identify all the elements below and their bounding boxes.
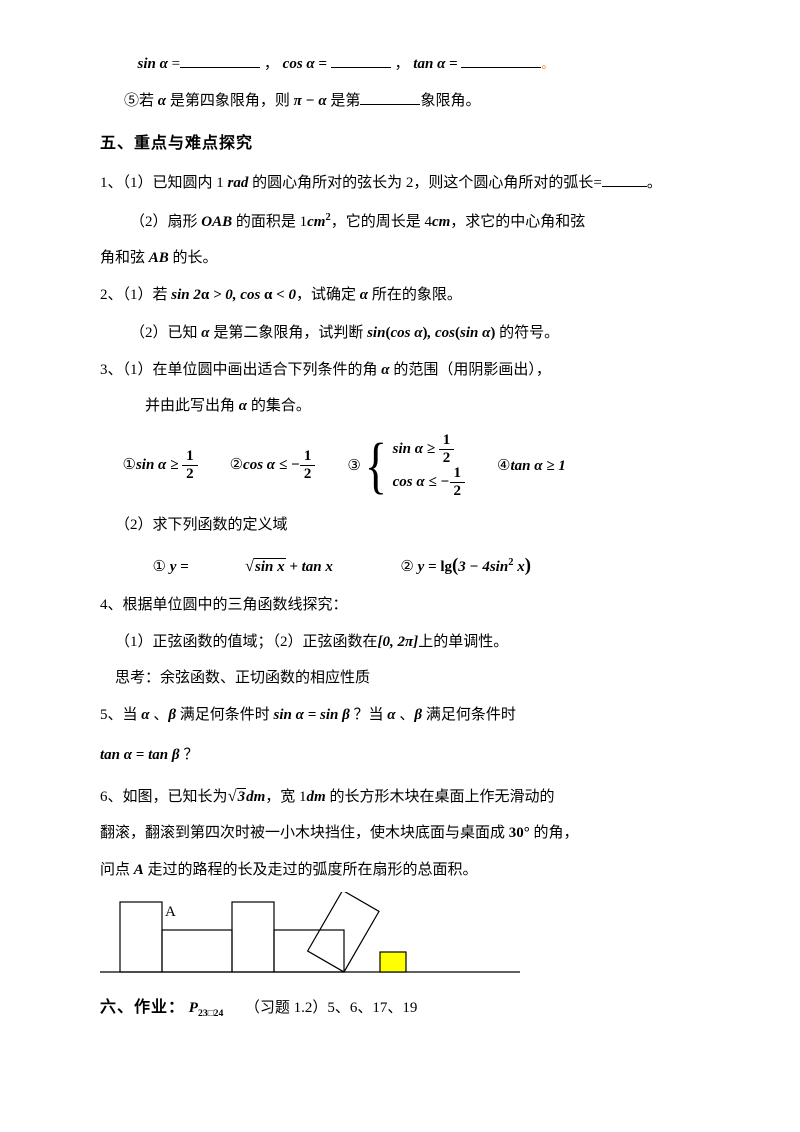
opt2: ②cos α ≤ −12 [230,449,316,482]
alpha-2: α [306,56,314,72]
section6-line: 六、作业： P23□24 （习题 1.2）5、6、17、19 [100,993,700,1024]
p1-line2: （2）扇形 OAB 的面积是 1cm2，它的周长是 4cm，求它的中心角和弦 [100,208,700,237]
p4-c: 思考：余弦函数、正切函数的相应性质 [100,664,700,693]
p2-alpha: α [360,287,368,303]
blank-sin [180,53,260,68]
ptA: A [134,862,144,878]
frac-half-1: 12 [182,449,198,482]
p3-line2: 并由此写出角 α 的集合。 [100,392,700,421]
rolling-block-diagram: A [100,892,700,989]
oab: OAB [201,214,232,230]
homework-text: （习题 1.2）5、6、17、19 [245,1000,418,1016]
interval-0-2pi: [0, 2π] [378,634,419,650]
text-q4a: 是第四象限角，则 [170,93,290,109]
p6-line2: 翻滚，翻滚到第四次时被一小木块挡住，使木块底面与桌面成 30° 的角， [100,819,700,848]
eq-2: = [318,56,327,72]
p6-line1: 6、如图，已知长为√3dm，宽 1dm 的长方形木块在桌面上作无滑动的 [100,780,700,812]
p2-line1: 2、（1）若 sin 2α > 0, cos α < 0，试确定 α 所在的象限… [100,281,700,310]
sqrt3dm: √3dm [228,789,266,805]
text-q4c: 象限角。 [420,93,480,109]
p3b: 的范围（用阴影画出）， [390,362,551,378]
orange-dot: 。 [541,57,553,71]
p1h: 的长。 [169,250,218,266]
pi-minus-alpha: π − α [294,93,327,109]
p2-line2: （2）已知 α 是第二象限角，试判断 sin(cos α), cos(sin α… [100,319,700,348]
p1-text-b: 的圆心角所对的弦长为 2，则这个圆心角所对的弧长= [248,175,601,191]
p6-line3: 问点 A 走过的路程的长及走过的弧度所在扇形的总面积。 [100,856,700,885]
cm-unit: cm [432,214,450,230]
p5-line: 5、当 α 、β 满足何条件时 sin α = sin β ？当 α 、β 满足… [100,701,700,730]
p2e: 是第二象限角，试判断 [210,325,368,341]
p6e: 的角， [530,825,579,841]
p3-alpha2: α [239,398,247,414]
ab: AB [149,250,169,266]
p3d: 的集合。 [247,398,311,414]
cos-label: cos [283,56,303,72]
top-trig-line: sin α = ， cos α = ， tan α = 。 [100,50,700,79]
p1e: 的面积是 1 [232,214,307,230]
eq-3: = [449,56,458,72]
p2-expr2: sin(cos α), cos(sin α) [367,325,495,341]
text-q4b: 是第 [330,93,360,109]
opt4: ④tan α ≥ 1 [497,452,566,481]
angle30: 30° [509,825,530,841]
blank-quadrant [360,90,420,105]
p6c: 的长方形木块在桌面上作无滑动的 [326,789,555,805]
blank-tan [461,53,541,68]
tan-label: tan [413,56,433,72]
alpha-1: α [160,56,168,72]
p2c: 所在的象限。 [368,287,462,303]
eq-1: = [172,56,180,72]
cm2-unit: cm2 [307,214,331,230]
p4-intro: 4、根据单位圆中的三角函数线探究： [100,591,700,620]
opt1: ①sin α ≥ 12 [123,449,198,482]
blank-arc [602,172,647,187]
blank-cos [331,53,391,68]
p2b: ，试确定 [296,287,360,303]
p1g: ，求它的中心角和弦 [450,214,585,230]
p4b: 上的单调性。 [418,634,508,650]
p1-line1: 1、（1）已知圆内 1 rad 的圆心角所对的弦长为 2，则这个圆心角所对的弧长… [100,169,700,198]
homework-p: P23□24 [189,1000,224,1016]
p1-period: 。 [647,175,662,191]
p5-line2: tan α = tan β ？ [100,741,700,770]
opt3: ③ { sin α ≥ 12 cos α ≤ −12 [347,433,465,499]
marker-5: ⑤若 [124,93,154,109]
p3-alpha: α [381,362,389,378]
p6g: 走过的路程的长及走过的弧度所在扇形的总面积。 [144,862,478,878]
p3-options: ①sin α ≥ 12 ②cos α ≤ −12 ③ { sin α ≥ 12 … [123,433,701,499]
section-5-header: 五、重点与难点探究 [100,129,700,159]
comma-2: ， [395,56,410,72]
alpha-q4: α [158,93,166,109]
p2f: 的符号。 [495,325,559,341]
p1-line3: 角和弦 AB 的长。 [100,244,700,273]
brace-icon: { [365,435,387,497]
sin-eq: sin α = sin β [274,707,350,723]
section-6-header: 六、作业： [100,999,185,1016]
p3-funcs: ① y = √sin x + tan x ② y = lg(3 − 4sin2 … [100,548,700,584]
rad-unit: rad [228,175,249,191]
dm2: dm [307,789,326,805]
p1f: ，它的周长是 4 [331,214,432,230]
fifth-line: ⑤若 α 是第四象限角，则 π − α 是第 象限角。 [100,87,700,116]
diagram-svg: A [100,892,520,978]
label-A-text: A [165,904,176,920]
p2-alpha2: α [201,325,209,341]
p3-line1: 3、（1）在单位圆中画出适合下列条件的角 α 的范围（用阴影画出）， [100,356,700,385]
frac-half-2: 12 [300,449,316,482]
comma-1: ， [264,56,279,72]
p4-a: （1）正弦函数的值域；（2）正弦函数在[0, 2π]上的单调性。 [100,628,700,657]
tan-eq: tan α = tan β [100,747,180,763]
p2-expr1: sin 2α > 0, cos α < 0 [171,287,296,303]
func1: y = √sin x + tan x [170,559,333,575]
alpha-3: α [437,56,445,72]
sin-label: sin [138,56,156,72]
p3-sub2: （2）求下列函数的定义域 [100,511,700,540]
func2: y = lg(3 − 4sin2 x) [418,559,531,575]
